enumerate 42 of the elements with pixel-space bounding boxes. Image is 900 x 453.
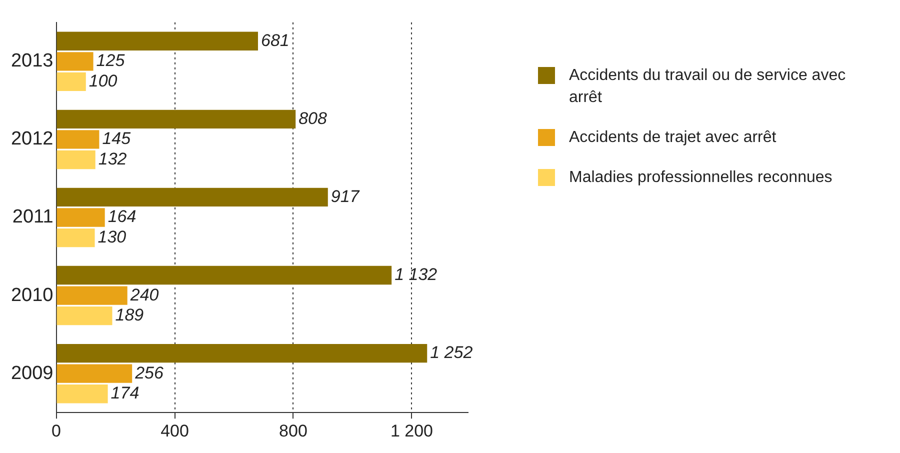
bar [56, 130, 100, 149]
y-tick-label: 2011 [12, 206, 54, 228]
data-label: 130 [98, 228, 127, 247]
bar [56, 150, 96, 170]
x-tick-label: 800 [279, 421, 308, 440]
data-label: 1 252 [430, 343, 474, 362]
bar [56, 364, 132, 383]
legend-label: Maladies professionnelles reconnues [569, 168, 832, 188]
bar [56, 306, 112, 326]
bar [56, 208, 105, 227]
data-label: 174 [110, 384, 140, 403]
legend-label: Accidents du travail ou de service avec arrêt [569, 66, 847, 108]
y-tick-label: 2010 [10, 284, 54, 306]
bar [56, 52, 94, 71]
x-tick-label: 0 [52, 421, 61, 440]
y-tick-label: 2012 [10, 128, 54, 150]
data-label: 808 [298, 108, 328, 128]
y-tick-label: 2013 [10, 50, 54, 72]
bar [56, 188, 328, 207]
data-label: 256 [134, 363, 164, 382]
bar [56, 110, 296, 129]
bar [56, 286, 128, 305]
data-label: 132 [98, 149, 128, 168]
bar [56, 344, 428, 363]
data-label: 100 [88, 71, 118, 90]
data-label: 125 [96, 51, 126, 70]
bar [56, 266, 392, 285]
bar [56, 228, 95, 248]
legend-label: Accidents de trajet avec arrêt [569, 128, 776, 148]
data-label: 145 [102, 129, 132, 148]
data-label: 189 [115, 306, 144, 325]
data-label: 1 132 [394, 264, 438, 284]
data-label: 681 [260, 30, 290, 50]
bar [56, 72, 86, 92]
y-tick-label: 2009 [10, 362, 54, 384]
bar [56, 384, 108, 404]
data-label: 917 [330, 186, 360, 206]
data-label: 164 [108, 207, 136, 226]
bar [56, 32, 258, 50]
x-tick-label: 400 [160, 421, 189, 440]
data-label: 240 [129, 285, 160, 304]
x-tick-label: 1 200 [390, 421, 433, 440]
